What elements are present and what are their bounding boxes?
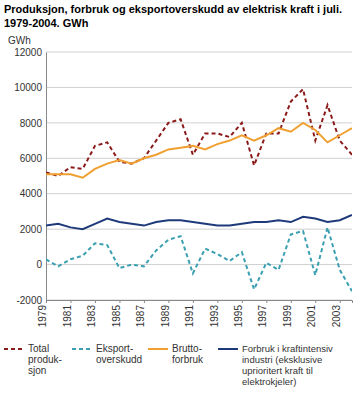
x-tick-label: 1989 [160,305,171,328]
x-tick: 1989 [160,300,171,327]
y-axis-label: GWh [8,35,31,46]
legend-swatch [4,348,24,350]
y-tick-label: -2000 [16,295,42,306]
x-tick: 2003 [331,300,342,327]
x-tick-label: 2003 [331,305,342,328]
legend-label: Forbruk i kraftintensivindustri (eksklus… [242,343,333,387]
x-tick: 1991 [184,300,195,327]
series-line [46,215,352,229]
x-tick-mark [340,300,341,303]
x-tick: 2001 [306,300,317,327]
x-tick-mark [242,300,243,303]
legend-swatch [148,348,168,350]
x-tick-label: 1995 [233,305,244,328]
grid-line [46,122,352,123]
x-tick-mark [291,300,292,303]
x-tick-mark [70,300,71,303]
x-tick-label: 1983 [86,305,97,328]
y-tick: 6000 [20,153,46,164]
x-tick: 1985 [111,300,122,327]
x-tick: 1979 [37,300,48,327]
legend-swatch [218,348,238,350]
title: Produksjon, forbruk og eksportoverskudd … [4,3,342,29]
legend-label: Eksport-overskudd [96,343,142,365]
x-tick: 1981 [62,300,73,327]
grid-line [46,158,352,159]
y-axis: -2000 0 2000 4000 6000 8000 10000 12000 [14,47,46,306]
x-tick-label: 2001 [306,305,317,328]
plot: -2000 0 2000 4000 6000 8000 10000 12000 1979 1981… [14,47,352,328]
y-tick-label: 4000 [20,188,43,199]
series-line [46,123,352,178]
y-tick-label: 10000 [14,82,42,93]
x-tick-mark [119,300,120,303]
x-tick: 1999 [282,300,293,327]
x-tick-label: 1987 [135,305,146,328]
x-axis-line [47,301,353,304]
x-tick: 1995 [233,300,244,327]
y-axis-line [46,53,47,301]
y-tick: 4000 [20,188,46,199]
lines [46,89,352,291]
x-tick-label: 1997 [257,305,268,328]
y-tick: 10000 [14,82,46,93]
x-tick-mark [193,300,194,303]
x-tick-mark [266,300,267,303]
grid-line [46,52,352,53]
grid [46,52,352,300]
y-tick-label: 2000 [20,224,43,235]
x-axis: 1979 1981 1983 1985 1987 1989 1991 1993 1995 1997… [37,300,352,327]
x-tick: 1983 [86,300,97,327]
y-tick: 12000 [14,47,46,58]
x-tick-label: 1993 [209,305,220,328]
x-tick: 1987 [135,300,146,327]
x-tick-mark [168,300,169,303]
legend-swatch [72,348,92,350]
y-tick-label: 12000 [14,47,42,58]
chart: Produksjon, forbruk og eksportoverskudd … [0,0,362,398]
x-tick-mark [95,300,96,303]
y-tick: -2000 [16,295,46,306]
series-line [46,89,352,176]
x-tick-label: 1981 [62,305,73,328]
grid-line [46,87,352,88]
grid-line [46,264,352,265]
x-tick-mark [144,300,145,303]
x-tick-label: 1985 [111,305,122,328]
x-tick: 1993 [209,300,220,327]
x-tick-label: 1999 [282,305,293,328]
x-tick-label: 1991 [184,305,195,328]
legend-label: Totalproduk-sjon [28,343,62,376]
series-line [46,227,352,291]
legend-label: Brutto-forbruk [172,343,204,365]
grid-line [46,229,352,230]
grid-line [46,193,352,194]
y-tick-label: 8000 [20,118,43,129]
x-tick-label: 1979 [37,305,48,328]
legend: Totalproduk-sjon Eksport-overskudd Brutto-… [4,343,333,387]
y-tick-label: 0 [36,259,42,270]
y-tick: 8000 [20,118,46,129]
x-tick-mark [46,300,47,303]
x-tick-mark [217,300,218,303]
x-tick: 1997 [257,300,268,327]
y-tick: 2000 [20,224,46,235]
y-tick: 0 [36,259,46,270]
x-tick-mark [315,300,316,303]
y-tick-label: 6000 [20,153,43,164]
